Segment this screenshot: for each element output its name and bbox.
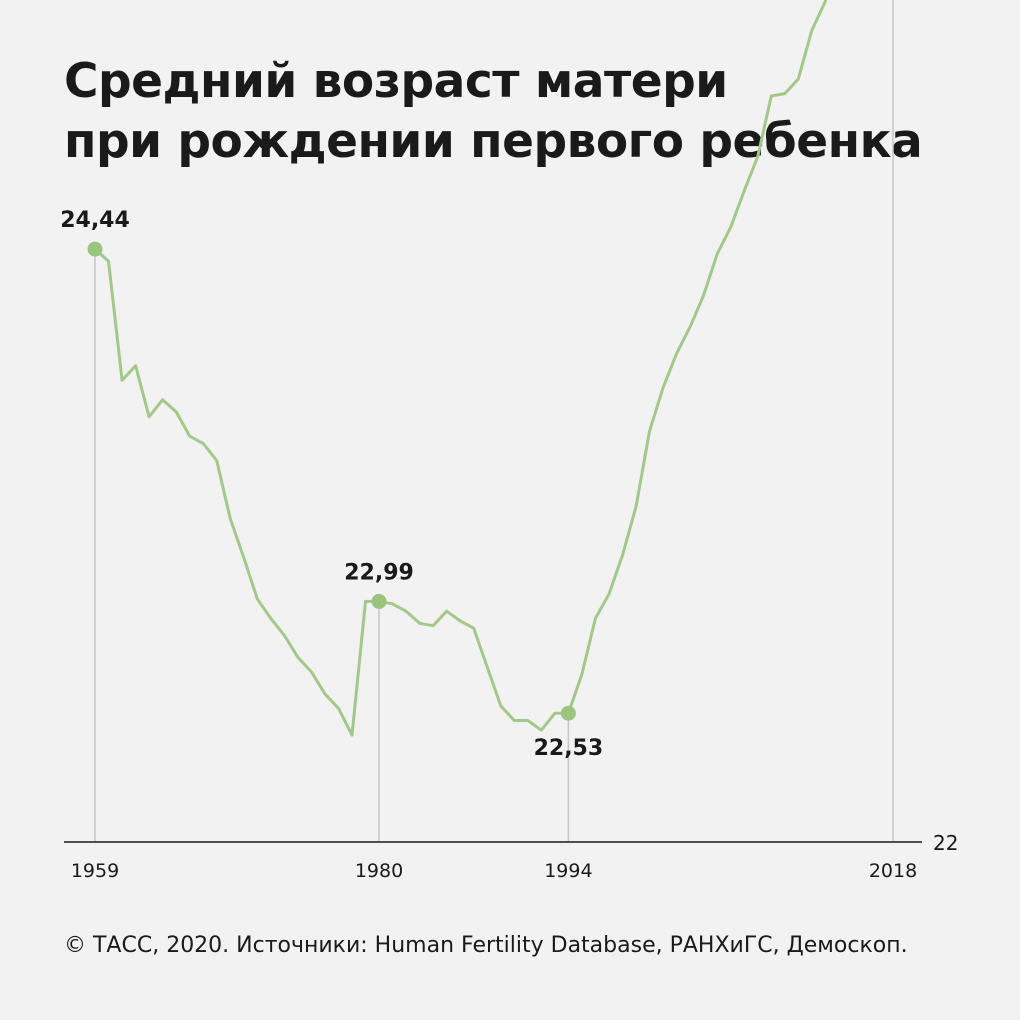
data-label-1980: 22,99 xyxy=(344,560,414,585)
y-axis-label: 22 xyxy=(933,831,958,855)
x-tick-label-1980: 1980 xyxy=(355,860,403,882)
x-tick-label-1994: 1994 xyxy=(544,860,592,882)
data-point-marker-1959 xyxy=(87,241,103,257)
x-tick-label-2018: 2018 xyxy=(869,860,917,882)
data-markers xyxy=(87,241,576,721)
chart-title-line-2: при рождении первого ребенка xyxy=(64,114,923,169)
source-footer: © ТАСС, 2020. Источники: Human Fertility… xyxy=(64,933,908,958)
data-label-1959: 24,44 xyxy=(60,208,130,233)
data-label-1994: 22,53 xyxy=(534,736,604,761)
series-line xyxy=(93,0,828,737)
chart-title-line-1: Средний возраст матери xyxy=(64,54,728,109)
chart-title: Средний возраст матери при рождении перв… xyxy=(64,52,984,172)
guide-lines xyxy=(94,0,894,842)
data-point-marker-1980 xyxy=(371,593,387,609)
x-tick-labels: 1959 1980 1994 2018 xyxy=(71,860,917,882)
data-point-marker-1994 xyxy=(560,705,576,721)
x-tick-label-1959: 1959 xyxy=(71,860,119,882)
